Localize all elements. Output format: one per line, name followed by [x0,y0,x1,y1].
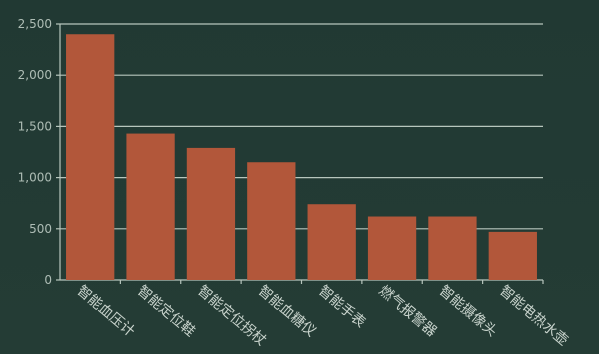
bar[interactable] [307,204,356,280]
bar[interactable] [488,231,537,280]
x-category-label: 智能血糖仪 [255,283,319,340]
y-tick-label: 2,500 [18,17,52,31]
y-tick-label: 1,500 [18,119,52,133]
x-category-label: 燃气报警器 [375,282,440,340]
x-category-label: 智能手表 [315,283,368,331]
bar[interactable] [126,133,175,280]
bar[interactable] [66,34,115,280]
x-category-label: 智能摄像头 [436,283,500,340]
bar[interactable] [247,162,296,280]
x-category-label: 智能定位鞋 [134,283,198,340]
bar[interactable] [186,147,236,280]
x-category-label: 智能血压计 [74,283,138,340]
bar[interactable] [367,216,417,280]
y-tick-label: 0 [44,273,52,287]
x-category-label: 智能电热水壶 [496,283,571,349]
y-tick-label: 500 [29,222,52,236]
y-tick-label: 2,000 [18,68,52,82]
bar[interactable] [428,216,477,280]
y-tick-label: 1,000 [18,171,52,185]
